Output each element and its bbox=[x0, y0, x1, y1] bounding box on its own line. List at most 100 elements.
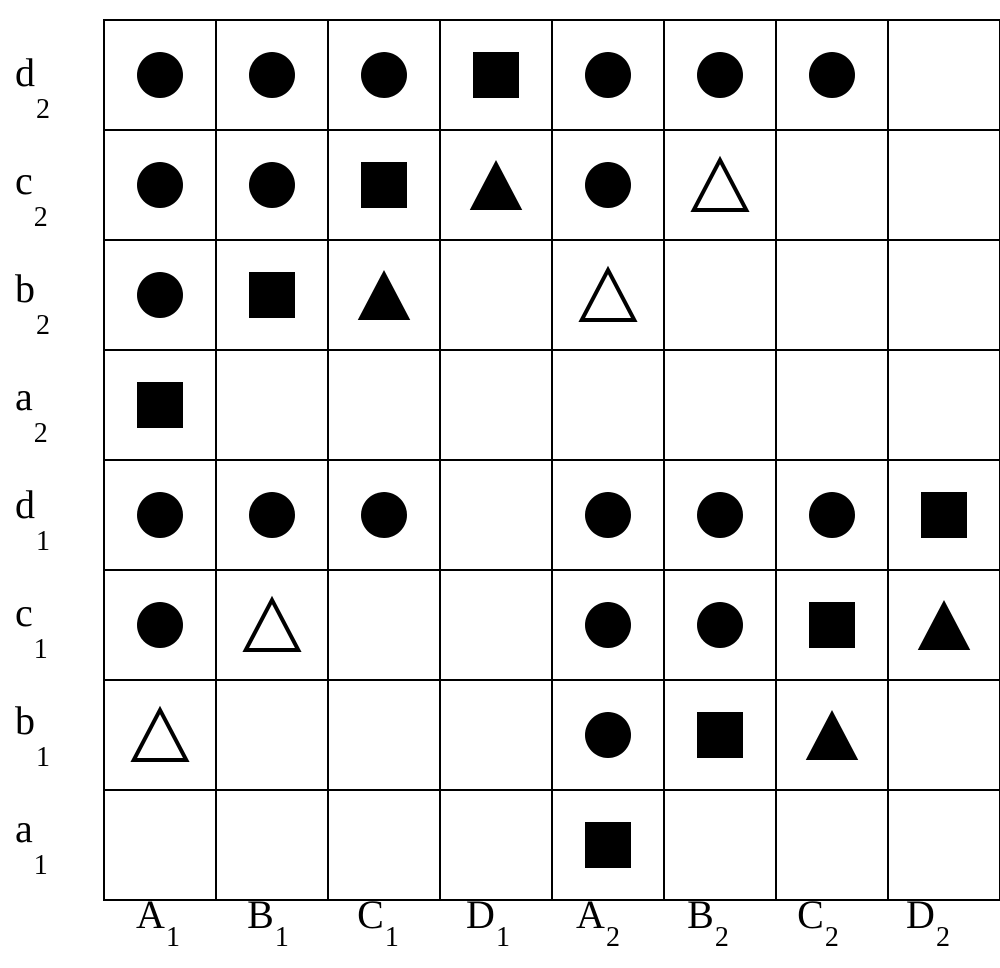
triangle-outline-icon bbox=[577, 264, 639, 326]
row-label-base: d bbox=[15, 53, 35, 93]
grid-cell bbox=[664, 680, 776, 790]
grid-cell bbox=[104, 350, 216, 460]
grid-cell bbox=[664, 130, 776, 240]
row-label: a2 bbox=[15, 343, 95, 451]
triangle-outline-icon bbox=[689, 154, 751, 216]
column-labels: A1B1C1D1A2B2C2D2 bbox=[103, 895, 983, 955]
row-label: d2 bbox=[15, 19, 95, 127]
square-filled-icon bbox=[583, 820, 633, 870]
circle-filled-icon bbox=[359, 490, 409, 540]
circle-filled-icon bbox=[807, 50, 857, 100]
grid-cell bbox=[776, 790, 888, 900]
column-label-subscript: 1 bbox=[166, 924, 180, 952]
row-label: b1 bbox=[15, 667, 95, 775]
circle-filled-icon bbox=[135, 600, 185, 650]
grid-cell bbox=[664, 570, 776, 680]
grid-cell bbox=[440, 790, 552, 900]
grid-cell bbox=[776, 570, 888, 680]
grid-cell bbox=[104, 130, 216, 240]
grid-cell bbox=[888, 240, 1000, 350]
grid-cell bbox=[552, 350, 664, 460]
row-label-subscript: 2 bbox=[36, 96, 50, 124]
circle-filled-icon bbox=[359, 50, 409, 100]
circle-filled-icon bbox=[695, 490, 745, 540]
circle-filled-icon bbox=[583, 50, 633, 100]
row-label-subscript: 2 bbox=[34, 420, 48, 448]
diagram-canvas: d2c2b2a2d1c1b1a1 A1B1C1D1A2B2C2D2 bbox=[0, 0, 1000, 968]
grid-cell bbox=[216, 20, 328, 130]
row-label-subscript: 1 bbox=[36, 744, 50, 772]
grid-cell bbox=[328, 130, 440, 240]
grid-cell bbox=[552, 790, 664, 900]
column-label-subscript: 2 bbox=[715, 924, 729, 952]
grid-cell bbox=[888, 460, 1000, 570]
grid-cell bbox=[104, 460, 216, 570]
triangle-outline-icon bbox=[129, 704, 191, 766]
grid-cell bbox=[552, 460, 664, 570]
square-filled-icon bbox=[135, 380, 185, 430]
grid-cell bbox=[776, 460, 888, 570]
row-label-subscript: 2 bbox=[36, 312, 50, 340]
grid-cell bbox=[664, 20, 776, 130]
circle-filled-icon bbox=[695, 600, 745, 650]
grid-cell bbox=[104, 570, 216, 680]
grid-cell bbox=[328, 570, 440, 680]
grid-cell bbox=[552, 20, 664, 130]
column-label: D1 bbox=[433, 895, 543, 955]
circle-filled-icon bbox=[247, 490, 297, 540]
row-label: c2 bbox=[15, 127, 95, 235]
row-label: b2 bbox=[15, 235, 95, 343]
column-label-subscript: 2 bbox=[936, 924, 950, 952]
circle-filled-icon bbox=[247, 160, 297, 210]
column-label: C1 bbox=[323, 895, 433, 955]
column-label-base: C bbox=[357, 895, 384, 935]
row-label: a1 bbox=[15, 775, 95, 883]
column-label: B1 bbox=[213, 895, 323, 955]
row-label-base: b bbox=[15, 269, 35, 309]
row-label-base: d bbox=[15, 485, 35, 525]
circle-filled-icon bbox=[135, 160, 185, 210]
grid-cell bbox=[552, 570, 664, 680]
grid-cell bbox=[888, 350, 1000, 460]
grid-cell bbox=[552, 680, 664, 790]
triangle-filled-icon bbox=[357, 268, 411, 322]
row-label-base: a bbox=[15, 809, 33, 849]
circle-filled-icon bbox=[583, 490, 633, 540]
grid-cell bbox=[440, 460, 552, 570]
triangle-filled-icon bbox=[805, 708, 859, 762]
triangle-outline-icon bbox=[241, 594, 303, 656]
grid-cell bbox=[104, 20, 216, 130]
row-label-subscript: 2 bbox=[34, 204, 48, 232]
grid-cell bbox=[440, 570, 552, 680]
column-label: B2 bbox=[653, 895, 763, 955]
grid-cell bbox=[216, 350, 328, 460]
grid-cell bbox=[776, 240, 888, 350]
square-filled-icon bbox=[359, 160, 409, 210]
grid-cell bbox=[888, 570, 1000, 680]
row-label-base: a bbox=[15, 377, 33, 417]
grid-cell bbox=[328, 680, 440, 790]
square-filled-icon bbox=[471, 50, 521, 100]
grid-cell bbox=[216, 130, 328, 240]
column-label-subscript: 1 bbox=[385, 924, 399, 952]
grid-cell bbox=[216, 240, 328, 350]
grid-cell bbox=[216, 460, 328, 570]
grid-cell bbox=[664, 240, 776, 350]
grid-cell bbox=[888, 790, 1000, 900]
grid-cell bbox=[664, 350, 776, 460]
circle-filled-icon bbox=[583, 160, 633, 210]
grid-cell bbox=[440, 20, 552, 130]
column-label: C2 bbox=[763, 895, 873, 955]
square-filled-icon bbox=[695, 710, 745, 760]
column-label-subscript: 1 bbox=[275, 924, 289, 952]
square-filled-icon bbox=[807, 600, 857, 650]
grid-cell bbox=[216, 680, 328, 790]
column-label: A1 bbox=[103, 895, 213, 955]
grid-cell bbox=[440, 130, 552, 240]
row-labels: d2c2b2a2d1c1b1a1 bbox=[15, 19, 95, 883]
grid-cell bbox=[440, 680, 552, 790]
grid-cell bbox=[328, 20, 440, 130]
grid-cell bbox=[104, 240, 216, 350]
grid-cell bbox=[888, 130, 1000, 240]
square-filled-icon bbox=[247, 270, 297, 320]
